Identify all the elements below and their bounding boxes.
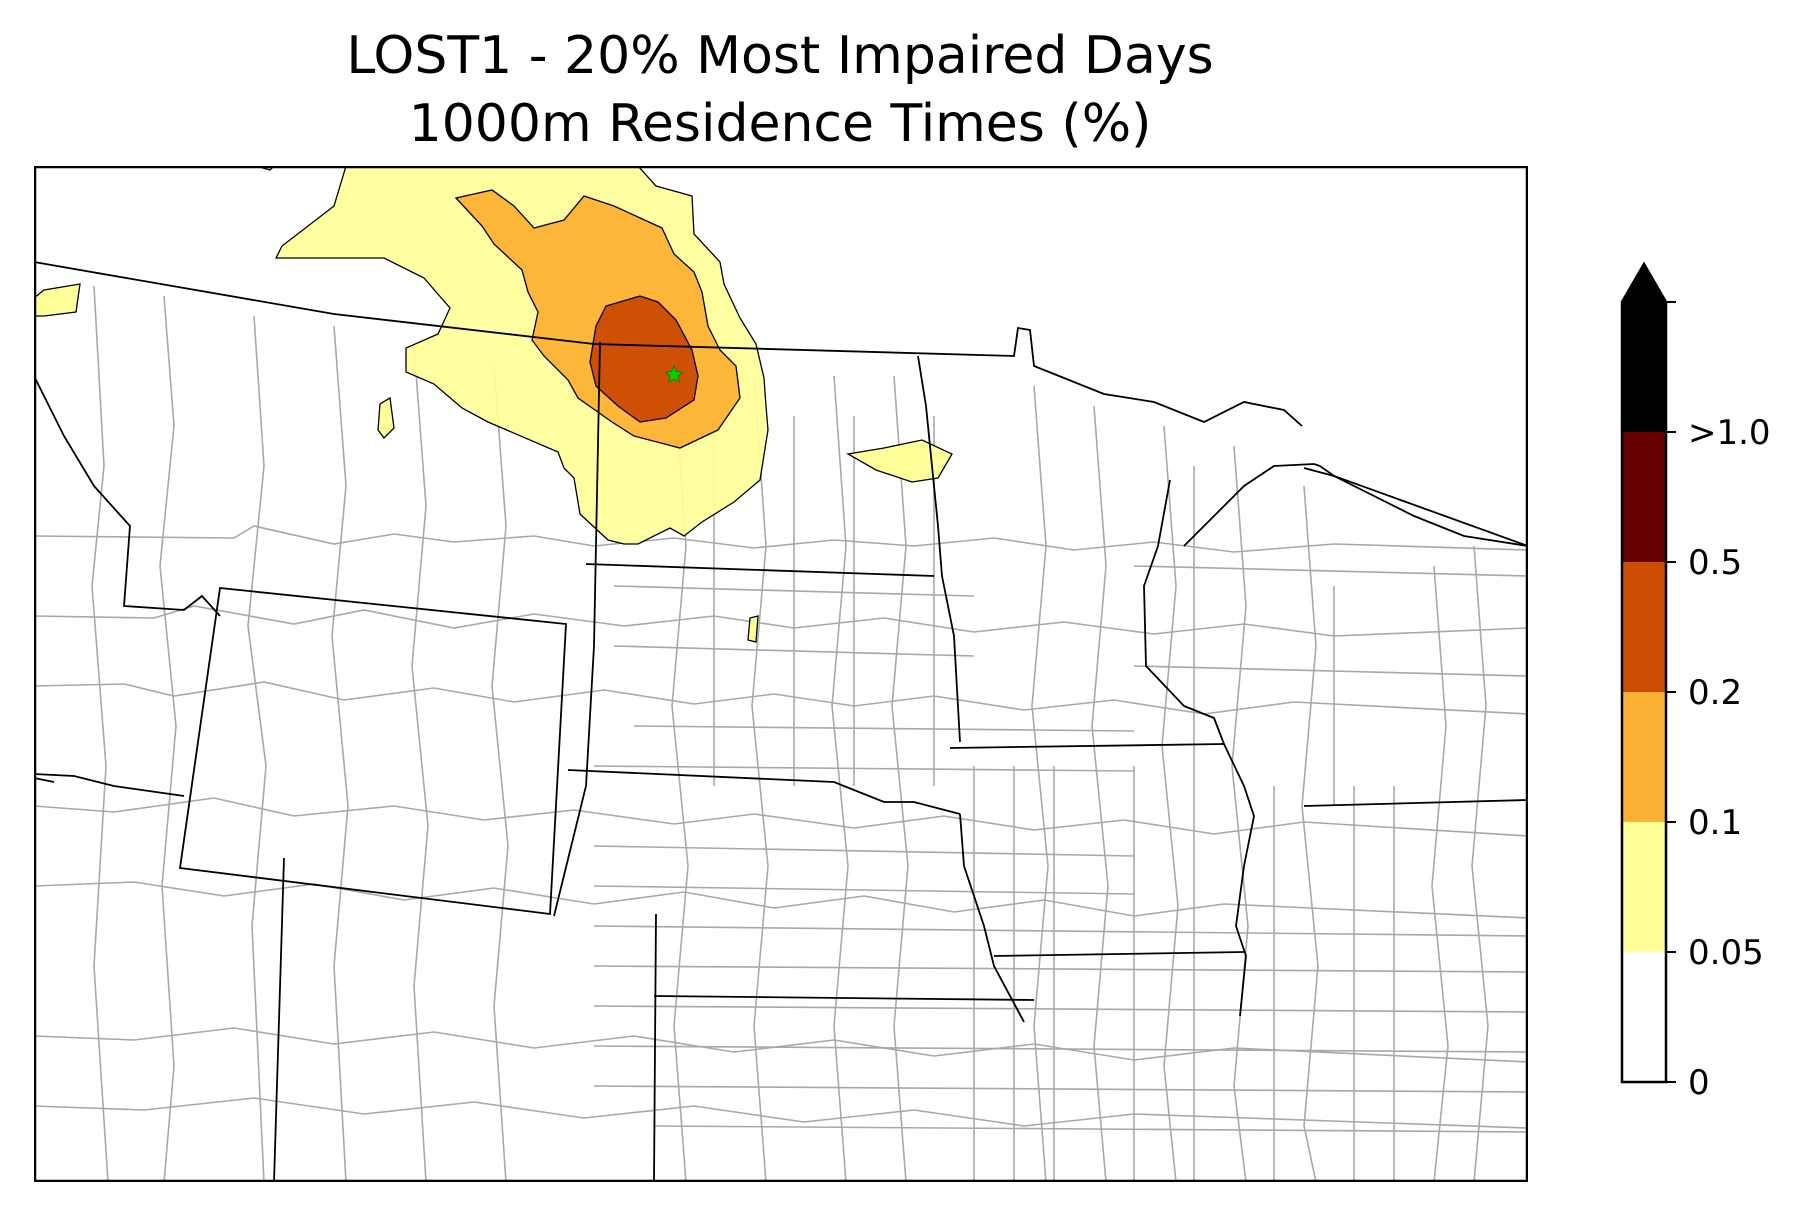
contour-small-ne <box>846 439 953 483</box>
contour-small-sd <box>747 615 759 643</box>
residence-time-contours <box>34 166 953 643</box>
green-star-icon <box>664 365 684 383</box>
colorbar-band <box>1622 822 1666 952</box>
nd-mn-line <box>917 355 961 743</box>
colorbar-outline <box>1620 261 1668 1084</box>
colorbar-tick-label: 0.5 <box>1688 543 1742 583</box>
colorbar-band <box>1622 692 1666 822</box>
montana-wyoming-line <box>34 773 185 797</box>
map-title-line-1: LOST1 - 20% Most Impaired Days <box>346 26 1214 86</box>
state-boundaries <box>34 261 1528 1182</box>
map-title-line-2: 1000m Residence Times (%) <box>408 94 1152 154</box>
idaho-border <box>34 375 221 617</box>
idaho-wy-line <box>34 777 55 783</box>
colorbar-band <box>1622 952 1666 1082</box>
colorbar-band <box>1622 302 1666 432</box>
ks-west-line <box>653 913 657 1182</box>
colorbar-tick-label: 0 <box>1688 1063 1710 1098</box>
colorbar-tick-label: 0.2 <box>1688 673 1742 713</box>
mi-line <box>1303 467 1528 547</box>
montana-north-dakota-line <box>553 341 601 917</box>
colorbar-tick-label: >1.0 <box>1688 413 1771 453</box>
lake-superior-shore <box>1183 463 1528 547</box>
contour-small-north <box>34 283 81 317</box>
mn-ia-line <box>949 743 1225 749</box>
ks-north-line <box>653 995 1035 1001</box>
colorbar-band <box>1622 432 1666 562</box>
mn-wi-line <box>1143 479 1255 1017</box>
colorbar: 0 0.05 0.1 0.2 0.5 >1.0 <box>1620 261 1771 1098</box>
colorbar-tick-label: 0.05 <box>1688 933 1764 973</box>
colorbar-band <box>1622 562 1666 692</box>
sd-ne-line <box>567 769 961 815</box>
us-canada-border <box>34 261 1303 427</box>
wyoming-border <box>178 587 567 916</box>
ia-mo-line <box>993 951 1245 957</box>
residence-time-map <box>34 166 1528 1182</box>
nd-sd-line <box>585 563 935 577</box>
colorbar-extend-arrow <box>1622 264 1666 302</box>
ne-ks-line <box>273 857 285 1182</box>
colorbar-tick-label: 0.1 <box>1688 803 1742 843</box>
missouri-river <box>959 813 1025 1023</box>
contour-small-west <box>377 396 395 439</box>
wi-east-line <box>1303 799 1528 807</box>
county-boundaries <box>34 285 1528 1182</box>
contour-0-2-0-5 <box>589 295 699 423</box>
